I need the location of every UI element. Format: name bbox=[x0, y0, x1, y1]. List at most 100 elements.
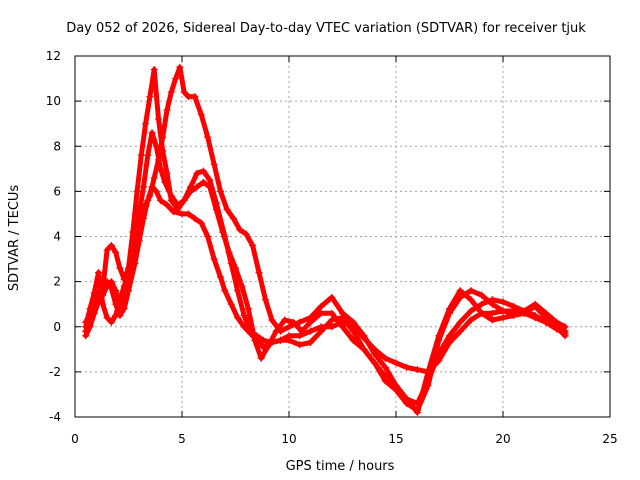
x-tick-label: 10 bbox=[281, 432, 296, 446]
data-point bbox=[232, 264, 239, 272]
series-line bbox=[83, 64, 568, 415]
data-point bbox=[381, 354, 389, 362]
data-point bbox=[510, 302, 518, 310]
data-point bbox=[317, 302, 325, 310]
data-point bbox=[180, 88, 188, 96]
data-point bbox=[381, 377, 389, 385]
x-tick-label: 5 bbox=[178, 432, 186, 446]
data-point bbox=[456, 318, 464, 326]
data-point bbox=[178, 210, 186, 218]
y-tick-label: 0 bbox=[53, 320, 61, 334]
data-point bbox=[255, 269, 263, 277]
data-point bbox=[163, 201, 171, 209]
series-1 bbox=[82, 183, 569, 376]
data-point bbox=[210, 160, 218, 168]
data-point bbox=[510, 311, 518, 319]
data-point bbox=[184, 210, 192, 218]
data-point bbox=[467, 296, 475, 304]
data-point bbox=[446, 305, 453, 313]
data-point bbox=[264, 343, 272, 351]
data-point bbox=[193, 169, 201, 177]
data-point bbox=[193, 183, 201, 191]
data-point bbox=[298, 327, 306, 335]
data-point bbox=[478, 300, 486, 308]
data-point bbox=[204, 133, 212, 141]
data-point bbox=[306, 314, 314, 322]
data-point bbox=[163, 169, 171, 177]
data-point bbox=[306, 339, 314, 347]
y-tick-label: 10 bbox=[46, 94, 61, 108]
data-point bbox=[129, 246, 137, 254]
series-3 bbox=[82, 66, 569, 414]
data-point bbox=[520, 309, 528, 317]
data-point bbox=[371, 350, 379, 358]
data-point bbox=[349, 327, 357, 335]
data-point bbox=[478, 309, 486, 317]
data-point bbox=[223, 205, 231, 213]
data-point bbox=[187, 187, 195, 195]
data-point bbox=[413, 366, 421, 374]
data-point bbox=[435, 332, 443, 340]
data-point bbox=[169, 208, 177, 216]
data-point bbox=[199, 178, 207, 186]
x-tick-labels: 0 5 10 15 20 25 bbox=[71, 432, 617, 446]
data-point bbox=[107, 242, 115, 250]
data-point bbox=[176, 63, 184, 71]
data-point bbox=[180, 196, 188, 204]
x-tick-label: 20 bbox=[495, 432, 510, 446]
data-point bbox=[478, 291, 486, 299]
data-point bbox=[146, 93, 154, 101]
data-point bbox=[157, 196, 165, 204]
data-point bbox=[150, 66, 158, 74]
data-point bbox=[488, 316, 496, 324]
data-point bbox=[103, 314, 111, 322]
data-point bbox=[86, 305, 94, 313]
data-point bbox=[234, 314, 242, 322]
data-point bbox=[125, 269, 132, 277]
data-point bbox=[261, 296, 269, 304]
data-point bbox=[197, 219, 205, 227]
y-tick-label: 8 bbox=[53, 139, 61, 153]
data-point bbox=[137, 214, 145, 222]
data-point bbox=[116, 264, 124, 272]
data-point bbox=[392, 359, 400, 367]
data-point bbox=[257, 354, 265, 362]
data-point bbox=[184, 93, 192, 101]
data-point bbox=[137, 151, 145, 159]
data-point bbox=[152, 187, 160, 195]
x-tick-label: 15 bbox=[388, 432, 403, 446]
data-point bbox=[268, 316, 276, 324]
data-point bbox=[133, 228, 141, 236]
x-tick-label: 0 bbox=[71, 432, 79, 446]
data-point bbox=[154, 115, 162, 123]
data-point bbox=[217, 273, 225, 281]
data-point bbox=[82, 323, 90, 331]
data-point bbox=[240, 311, 248, 319]
y-tick-labels: -4 -2 0 2 4 6 8 10 12 bbox=[46, 49, 61, 424]
data-point bbox=[225, 248, 233, 256]
data-point bbox=[219, 228, 227, 236]
chart-title: Day 052 of 2026, Sidereal Day-to-day VTE… bbox=[66, 21, 586, 36]
series-line bbox=[83, 67, 568, 413]
data-point bbox=[236, 226, 244, 234]
data-point bbox=[467, 316, 475, 324]
y-axis-label: SDTVAR / TECUs bbox=[7, 185, 22, 292]
data-point bbox=[499, 314, 507, 322]
data-point bbox=[381, 363, 389, 371]
data-point bbox=[259, 336, 267, 344]
y-tick-label: -2 bbox=[49, 365, 61, 379]
data-point bbox=[112, 311, 120, 319]
data-point bbox=[234, 287, 242, 295]
data-point bbox=[120, 282, 128, 290]
data-point bbox=[249, 242, 257, 250]
data-point bbox=[499, 298, 507, 306]
data-point bbox=[360, 345, 368, 353]
data-point bbox=[424, 368, 432, 376]
data-point bbox=[103, 246, 111, 254]
data-point bbox=[146, 192, 154, 200]
data-point bbox=[217, 187, 225, 195]
y-tick-label: 2 bbox=[53, 275, 61, 289]
data-point bbox=[339, 309, 346, 317]
data-point bbox=[148, 129, 156, 137]
